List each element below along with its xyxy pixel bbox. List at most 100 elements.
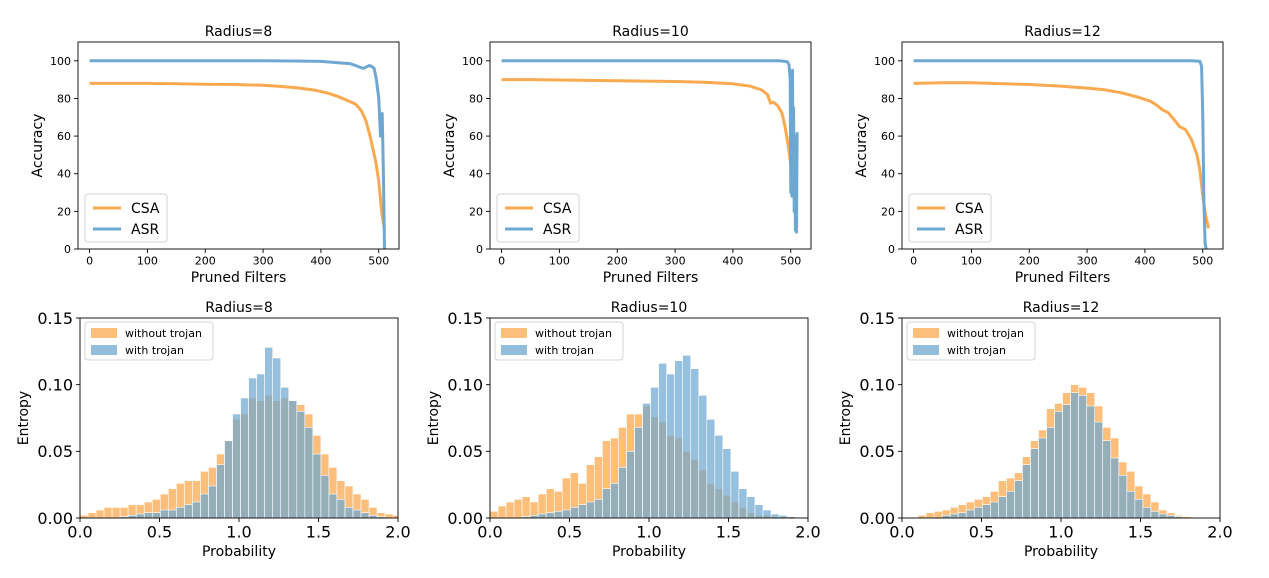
histogram-bar — [135, 513, 145, 518]
y-tick-label: 0.05 — [37, 442, 73, 461]
histogram-bar — [497, 505, 507, 518]
y-tick-label: 0.15 — [859, 309, 895, 328]
chart-title: Radius=10 — [611, 300, 688, 316]
axes-frame — [901, 41, 1224, 250]
histogram-bar — [320, 475, 330, 518]
x-tick-label: 1.0 — [636, 523, 661, 542]
legend-swatch — [91, 328, 117, 338]
legend-label: with trojan — [125, 344, 184, 357]
histogram-bar — [384, 513, 394, 518]
histogram-bar — [698, 395, 708, 518]
plot-area — [89, 59, 386, 249]
histogram-bar — [990, 501, 999, 518]
legend-label-asr: ASR — [955, 222, 983, 238]
chart-panel-6: 0.0 0.5 1.0 1.5 2.0 0.00 0.05 0.10 0.15 Radius=12… — [838, 300, 1233, 560]
legend-label: with trojan — [947, 344, 1006, 357]
legend-label: without trojan — [947, 327, 1024, 340]
legend-swatch — [913, 328, 939, 338]
x-tick-label: 200 — [195, 254, 216, 267]
y-tick-label: 0.05 — [447, 442, 483, 461]
histogram-bar — [569, 507, 579, 518]
histogram-bar — [111, 507, 121, 518]
x-tick-label: 500 — [368, 254, 389, 267]
histogram-bar — [352, 509, 362, 518]
x-tick-label: 100 — [137, 254, 158, 267]
histogram-bar — [706, 419, 716, 518]
x-tick-label: 2.0 — [795, 523, 820, 542]
x-tick-label: 0.0 — [477, 523, 502, 542]
histogram-bar — [770, 513, 780, 518]
histogram-bar — [192, 501, 201, 518]
y-tick-label: 100 — [462, 55, 483, 68]
histogram-bar — [1078, 395, 1087, 518]
histogram-bar — [981, 504, 991, 518]
series-line-asr — [89, 59, 386, 249]
histogram-bar — [87, 512, 97, 518]
y-tick-label: 0.15 — [37, 309, 73, 328]
series-line-csa — [913, 81, 1210, 229]
histogram-bar — [722, 448, 732, 518]
x-tick-label: 400 — [310, 254, 331, 267]
y-tick-label: 0.10 — [37, 375, 73, 394]
y-tick-label: 80 — [57, 92, 71, 105]
histogram-bar — [1110, 457, 1120, 518]
series-line-csa — [89, 81, 386, 231]
x-tick-label: 0 — [86, 254, 93, 267]
histogram-bar — [1022, 464, 1031, 518]
x-axis-label: Probability — [612, 544, 686, 560]
chart-title: Radius=8 — [205, 300, 273, 316]
histogram-bar — [264, 347, 274, 518]
series-line-asr — [501, 59, 799, 234]
histogram-bar — [553, 511, 563, 518]
histogram-bar — [1150, 511, 1160, 518]
histogram-bar — [1070, 392, 1079, 518]
x-tick-label: 0.0 — [67, 523, 92, 542]
histogram-bar — [1142, 507, 1152, 518]
histogram-bar — [610, 483, 619, 518]
legend-label: without trojan — [535, 327, 612, 340]
y-tick-label: 20 — [57, 205, 71, 218]
y-tick-label: 0.10 — [859, 375, 895, 394]
histogram-bar — [1118, 475, 1128, 518]
y-axis-label: Accuracy — [30, 114, 46, 178]
histogram-bar — [594, 499, 603, 518]
histogram-bar — [328, 493, 338, 518]
x-tick-label: 100 — [549, 254, 570, 267]
x-tick-label: 0 — [910, 254, 917, 267]
histogram-bar — [1102, 440, 1112, 518]
legend-label-asr: ASR — [131, 222, 159, 238]
x-tick-label: 1.5 — [306, 523, 331, 542]
histogram-bar — [682, 355, 692, 518]
histogram-bar — [151, 512, 161, 518]
histogram-bar — [965, 509, 975, 518]
histogram-bar — [1134, 499, 1144, 518]
histogram-bar — [1006, 491, 1015, 518]
axes-frame — [77, 41, 400, 250]
y-tick-label: 0 — [64, 243, 71, 256]
y-tick-label: 100 — [874, 55, 895, 68]
x-tick-label: 1.0 — [226, 523, 251, 542]
x-tick-label: 200 — [607, 254, 628, 267]
legend-label-csa: CSA — [131, 201, 160, 217]
histogram-bar — [304, 427, 314, 518]
plot-area — [490, 355, 796, 518]
x-tick-label: 1.5 — [716, 523, 741, 542]
y-tick-label: 100 — [50, 55, 71, 68]
axes-frame — [489, 41, 812, 250]
histogram-bar — [578, 504, 587, 518]
histogram-bar — [208, 485, 217, 518]
histogram-bar — [1046, 427, 1055, 518]
x-tick-label: 2.0 — [385, 523, 410, 542]
histogram-bar — [505, 501, 515, 518]
series-line-asr — [913, 59, 1208, 249]
chart-title: Radius=12 — [1023, 300, 1100, 316]
x-tick-label: 0.5 — [147, 523, 172, 542]
histogram-bar — [626, 451, 635, 518]
y-tick-label: 0.00 — [859, 509, 895, 528]
y-tick-label: 60 — [469, 130, 483, 143]
y-tick-label: 60 — [57, 130, 71, 143]
x-tick-label: 1.0 — [1048, 523, 1073, 542]
y-tick-label: 40 — [57, 168, 71, 181]
